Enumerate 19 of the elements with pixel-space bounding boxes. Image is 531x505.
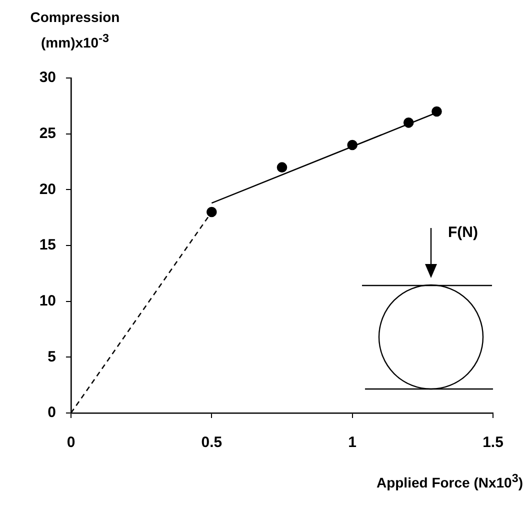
x-tick-label: 0 — [66, 434, 76, 452]
y-tick-label: 10 — [39, 292, 56, 310]
point — [206, 206, 217, 218]
annotation: F(N) — [448, 224, 478, 241]
y-axis-title: Compression (mm)x10$^{-3}$ — [29, 8, 121, 53]
y-tick-label: 0 — [48, 404, 56, 422]
y-tick-label: 20 — [39, 180, 56, 198]
point — [403, 118, 414, 128]
x-tick-label: 1 — [348, 434, 357, 452]
point — [276, 162, 288, 172]
y-tick-label: 30 — [39, 69, 56, 86]
y-tick-label: 15 — [39, 236, 56, 254]
x-tick-label: 1.5 — [482, 434, 504, 452]
x-axis-title: Applied Force (Nx10$^{3}$) — [376, 472, 523, 491]
point — [432, 106, 442, 117]
y-tick-label: 25 — [39, 124, 56, 142]
y-tick-label: 5 — [48, 348, 56, 366]
point — [347, 140, 358, 150]
x-tick-label: 0.5 — [201, 434, 222, 452]
